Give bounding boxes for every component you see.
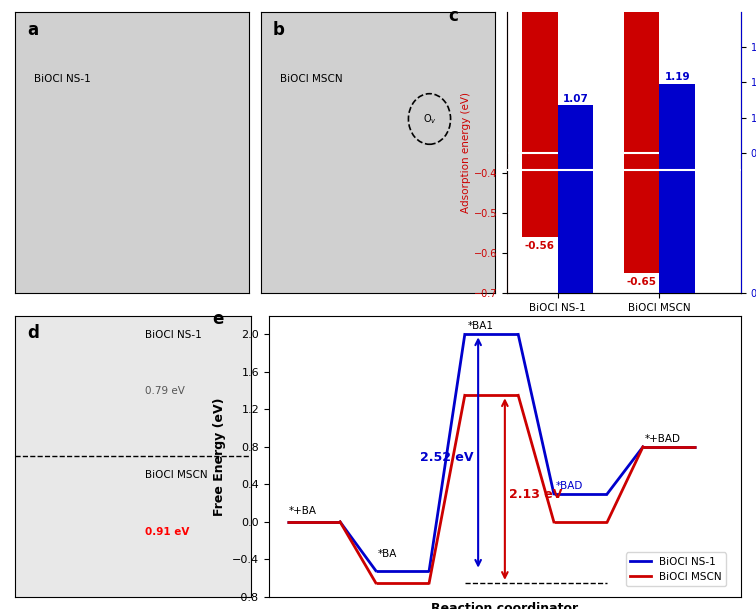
Legend: BiOCl NS-1, BiOCl MSCN: BiOCl NS-1, BiOCl MSCN (626, 552, 727, 586)
Text: O$_v$: O$_v$ (423, 112, 436, 126)
Text: *BAD: *BAD (556, 481, 583, 491)
Text: BiOCl MSCN: BiOCl MSCN (145, 470, 208, 481)
Text: e: e (212, 310, 224, 328)
X-axis label: Reaction coordinator: Reaction coordinator (431, 602, 578, 609)
Text: 1.19: 1.19 (665, 72, 690, 82)
Text: 1.07: 1.07 (562, 94, 588, 104)
Text: -0.56: -0.56 (525, 241, 555, 251)
Text: BiOCl NS-1: BiOCl NS-1 (34, 74, 91, 84)
Text: d: d (27, 324, 39, 342)
Text: *BA: *BA (377, 549, 397, 560)
Bar (558, 105, 593, 294)
Text: *BA1: *BA1 (468, 321, 494, 331)
Y-axis label: Free Energy (eV): Free Energy (eV) (213, 397, 227, 516)
Text: *+BA: *+BA (289, 506, 317, 516)
Text: BiOCl NS-1: BiOCl NS-1 (145, 330, 202, 340)
Text: *+BAD: *+BAD (645, 434, 680, 444)
Bar (659, 84, 695, 294)
Text: 2.52 eV: 2.52 eV (420, 451, 474, 464)
Text: b: b (273, 21, 284, 38)
Bar (522, 12, 558, 237)
Text: c: c (448, 7, 458, 24)
Y-axis label: Adsorption energy (eV): Adsorption energy (eV) (460, 92, 471, 213)
Text: BiOCl MSCN: BiOCl MSCN (280, 74, 342, 84)
Bar (624, 12, 659, 273)
Text: -0.65: -0.65 (627, 277, 657, 287)
Text: a: a (26, 21, 38, 38)
Text: 2.13 eV: 2.13 eV (510, 488, 562, 501)
Text: 0.91 eV: 0.91 eV (145, 527, 189, 537)
Text: 0.79 eV: 0.79 eV (145, 387, 184, 396)
